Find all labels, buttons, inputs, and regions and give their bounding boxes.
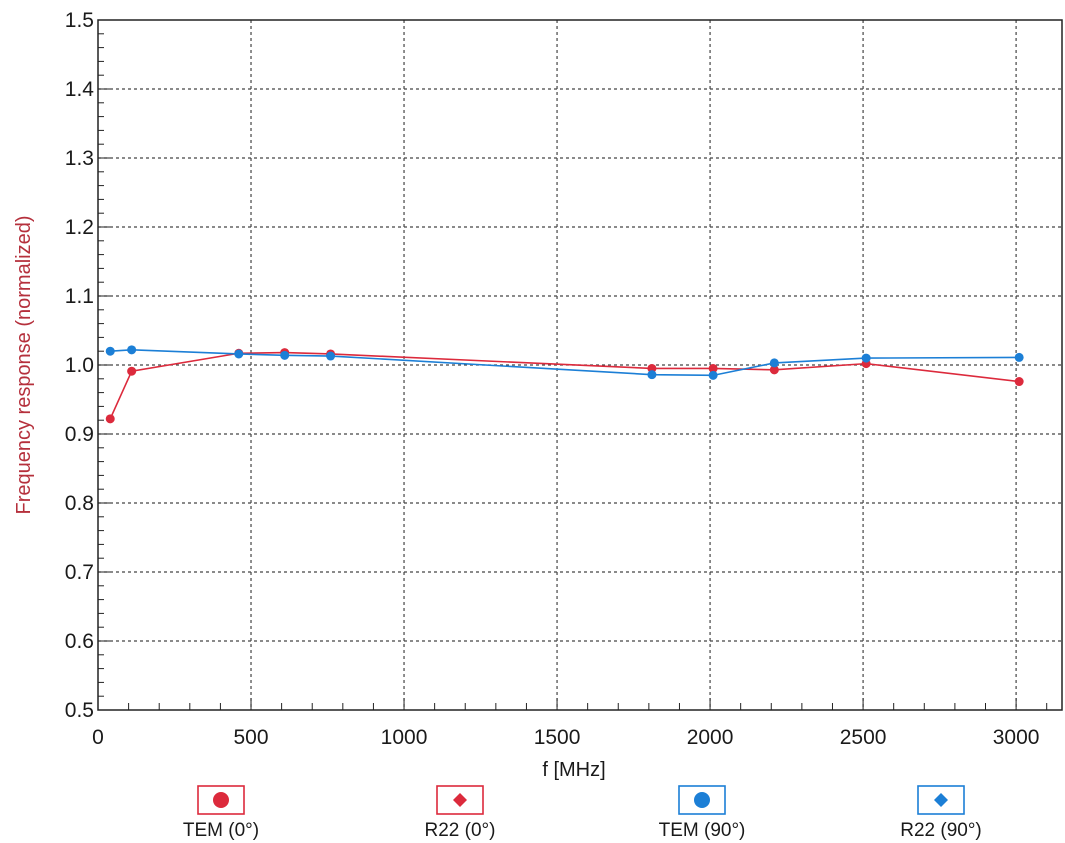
legend-marker (453, 793, 467, 807)
data-point (234, 349, 244, 359)
y-tick-label: 1.2 (65, 216, 94, 239)
y-tick-label: 0.5 (65, 699, 94, 722)
y-tick-label: 0.9 (65, 423, 94, 446)
legend: TEM (0°) R22 (0°) TEM (90°) R22 (90°) (183, 785, 982, 841)
series-line (109, 351, 1020, 420)
y-tick-label: 0.6 (65, 630, 94, 653)
y-tick-label: 1.1 (65, 285, 94, 308)
data-point (1014, 352, 1024, 362)
legend-item-r22-90: R22 (90°) (900, 785, 982, 841)
y-axis-title: Frequency response (normalized) (13, 215, 35, 514)
x-tick-label: 1500 (534, 726, 581, 749)
data-point (105, 346, 115, 356)
data-point (647, 370, 657, 380)
y-tick-label: 0.8 (65, 492, 94, 515)
x-tick-labels: 0 500 1000 1500 2000 2500 3000 (92, 726, 1039, 749)
data-point (769, 365, 779, 375)
x-tick-label: 1000 (381, 726, 428, 749)
data-point (127, 366, 137, 376)
y-tick-label: 1.5 (65, 9, 94, 32)
data-point (1014, 377, 1024, 387)
legend-marker (694, 792, 710, 808)
series-layer (105, 345, 1024, 424)
y-tick-label: 0.7 (65, 561, 94, 584)
data-point (708, 370, 718, 380)
legend-label: R22 (0°) (425, 820, 496, 841)
data-point (326, 351, 336, 361)
legend-label: R22 (90°) (900, 820, 982, 841)
data-point (861, 353, 871, 363)
y-tick-label: 1.0 (65, 354, 94, 377)
data-point (769, 358, 779, 368)
legend-marker (213, 792, 229, 808)
legend-item-r22-0: R22 (0°) (425, 785, 496, 841)
x-axis-title: f [MHz] (542, 759, 605, 781)
data-point (280, 350, 290, 360)
x-tick-label: 500 (233, 726, 268, 749)
legend-label: TEM (0°) (183, 820, 259, 841)
x-tick-label: 0 (92, 726, 104, 749)
legend-item-tem-90: TEM (90°) (659, 785, 746, 841)
series-line (110, 349, 1020, 377)
legend-marker (934, 793, 948, 807)
legend-item-tem-0: TEM (0°) (183, 785, 259, 841)
x-tick-label: 2000 (687, 726, 734, 749)
y-tick-label: 1.3 (65, 147, 94, 170)
y-tick-labels: 0.5 0.6 0.7 0.8 0.9 1.0 1.1 1.2 1.3 1.4 1.5 (65, 9, 95, 722)
legend-label: TEM (90°) (659, 820, 746, 841)
series-tem-0 (105, 348, 1024, 424)
data-point (127, 345, 137, 355)
data-point (647, 363, 657, 373)
minor-ticks (97, 19, 1048, 711)
plot-frame (97, 19, 1063, 711)
data-point (105, 414, 115, 424)
x-tick-label: 3000 (993, 726, 1040, 749)
data-point (708, 363, 718, 373)
y-tick-label: 1.4 (65, 78, 95, 101)
x-tick-label: 2500 (840, 726, 887, 749)
series-tem-90 (105, 345, 1024, 380)
